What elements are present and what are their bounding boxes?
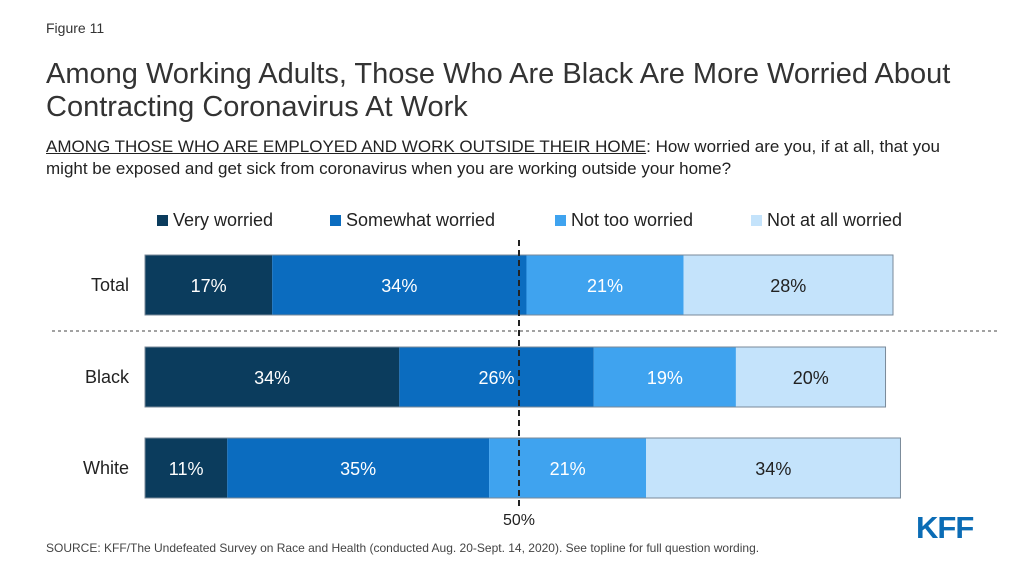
legend-item-very-worried: Very worried	[157, 210, 273, 231]
data-label-white-0: 11%	[169, 459, 204, 479]
bar-segment-black-3	[735, 347, 886, 407]
bar-segment-black-1	[399, 347, 594, 407]
legend: Very worried Somewhat worried Not too wo…	[0, 210, 1024, 234]
legend-label: Very worried	[173, 210, 274, 230]
legend-swatch	[157, 215, 168, 226]
bar-outline-white	[144, 437, 901, 499]
legend-item-not-too-worried: Not too worried	[555, 210, 693, 231]
bar-segment-white-2	[489, 438, 647, 498]
data-label-black-0: 34%	[254, 368, 290, 388]
data-label-white-1: 35%	[340, 459, 376, 479]
data-label-black-1: 26%	[479, 368, 515, 388]
data-label-black-3: 20%	[793, 368, 829, 388]
category-label-total: Total	[91, 275, 129, 295]
chart-title: Among Working Adults, Those Who Are Blac…	[46, 58, 951, 123]
bar-segment-total-1	[272, 255, 527, 315]
legend-swatch	[555, 215, 566, 226]
data-label-total-0: 17%	[191, 276, 227, 296]
category-label-white: White	[83, 458, 129, 478]
legend-item-not-at-all-worried: Not at all worried	[751, 210, 902, 231]
data-label-total-2: 21%	[587, 276, 623, 296]
data-label-black-2: 19%	[647, 368, 683, 388]
bar-segment-total-0	[145, 255, 273, 315]
chart-subtitle: AMONG THOSE WHO ARE EMPLOYED AND WORK OU…	[46, 136, 976, 180]
reference-line-label: 50%	[503, 512, 535, 529]
bar-segment-white-1	[227, 438, 490, 498]
stacked-bar-chart: Total 17% 34% 21% 28% Black 34% 26% 19% 20% White 1…	[52, 240, 1000, 529]
bar-segment-black-2	[593, 347, 736, 407]
kff-logo: KFF	[916, 510, 974, 545]
bar-segment-total-2	[526, 255, 684, 315]
data-label-total-1: 34%	[381, 276, 417, 296]
category-label-black: Black	[85, 367, 130, 387]
legend-label: Not at all worried	[767, 210, 903, 230]
legend-swatch	[330, 215, 341, 226]
bar-segment-total-3	[683, 255, 893, 315]
data-label-white-3: 34%	[755, 459, 791, 479]
figure-label: Figure 11	[46, 20, 105, 36]
legend-swatch	[751, 215, 762, 226]
bar-segment-white-0	[145, 438, 228, 498]
legend-label: Not too worried	[571, 210, 694, 230]
data-label-total-3: 28%	[770, 276, 806, 296]
bar-outline-black	[144, 346, 887, 408]
legend-label: Somewhat worried	[346, 210, 496, 230]
bar-segment-black-0	[145, 347, 400, 407]
legend-item-somewhat-worried: Somewhat worried	[330, 210, 495, 231]
bar-segment-white-3	[646, 438, 901, 498]
source-note: SOURCE: KFF/The Undefeated Survey on Rac…	[46, 541, 760, 555]
subtitle-underlined: AMONG THOSE WHO ARE EMPLOYED AND WORK OU…	[46, 137, 647, 156]
subtitle-question: : How worried are you, if at all, that y…	[46, 137, 940, 178]
data-label-white-2: 21%	[550, 459, 586, 479]
